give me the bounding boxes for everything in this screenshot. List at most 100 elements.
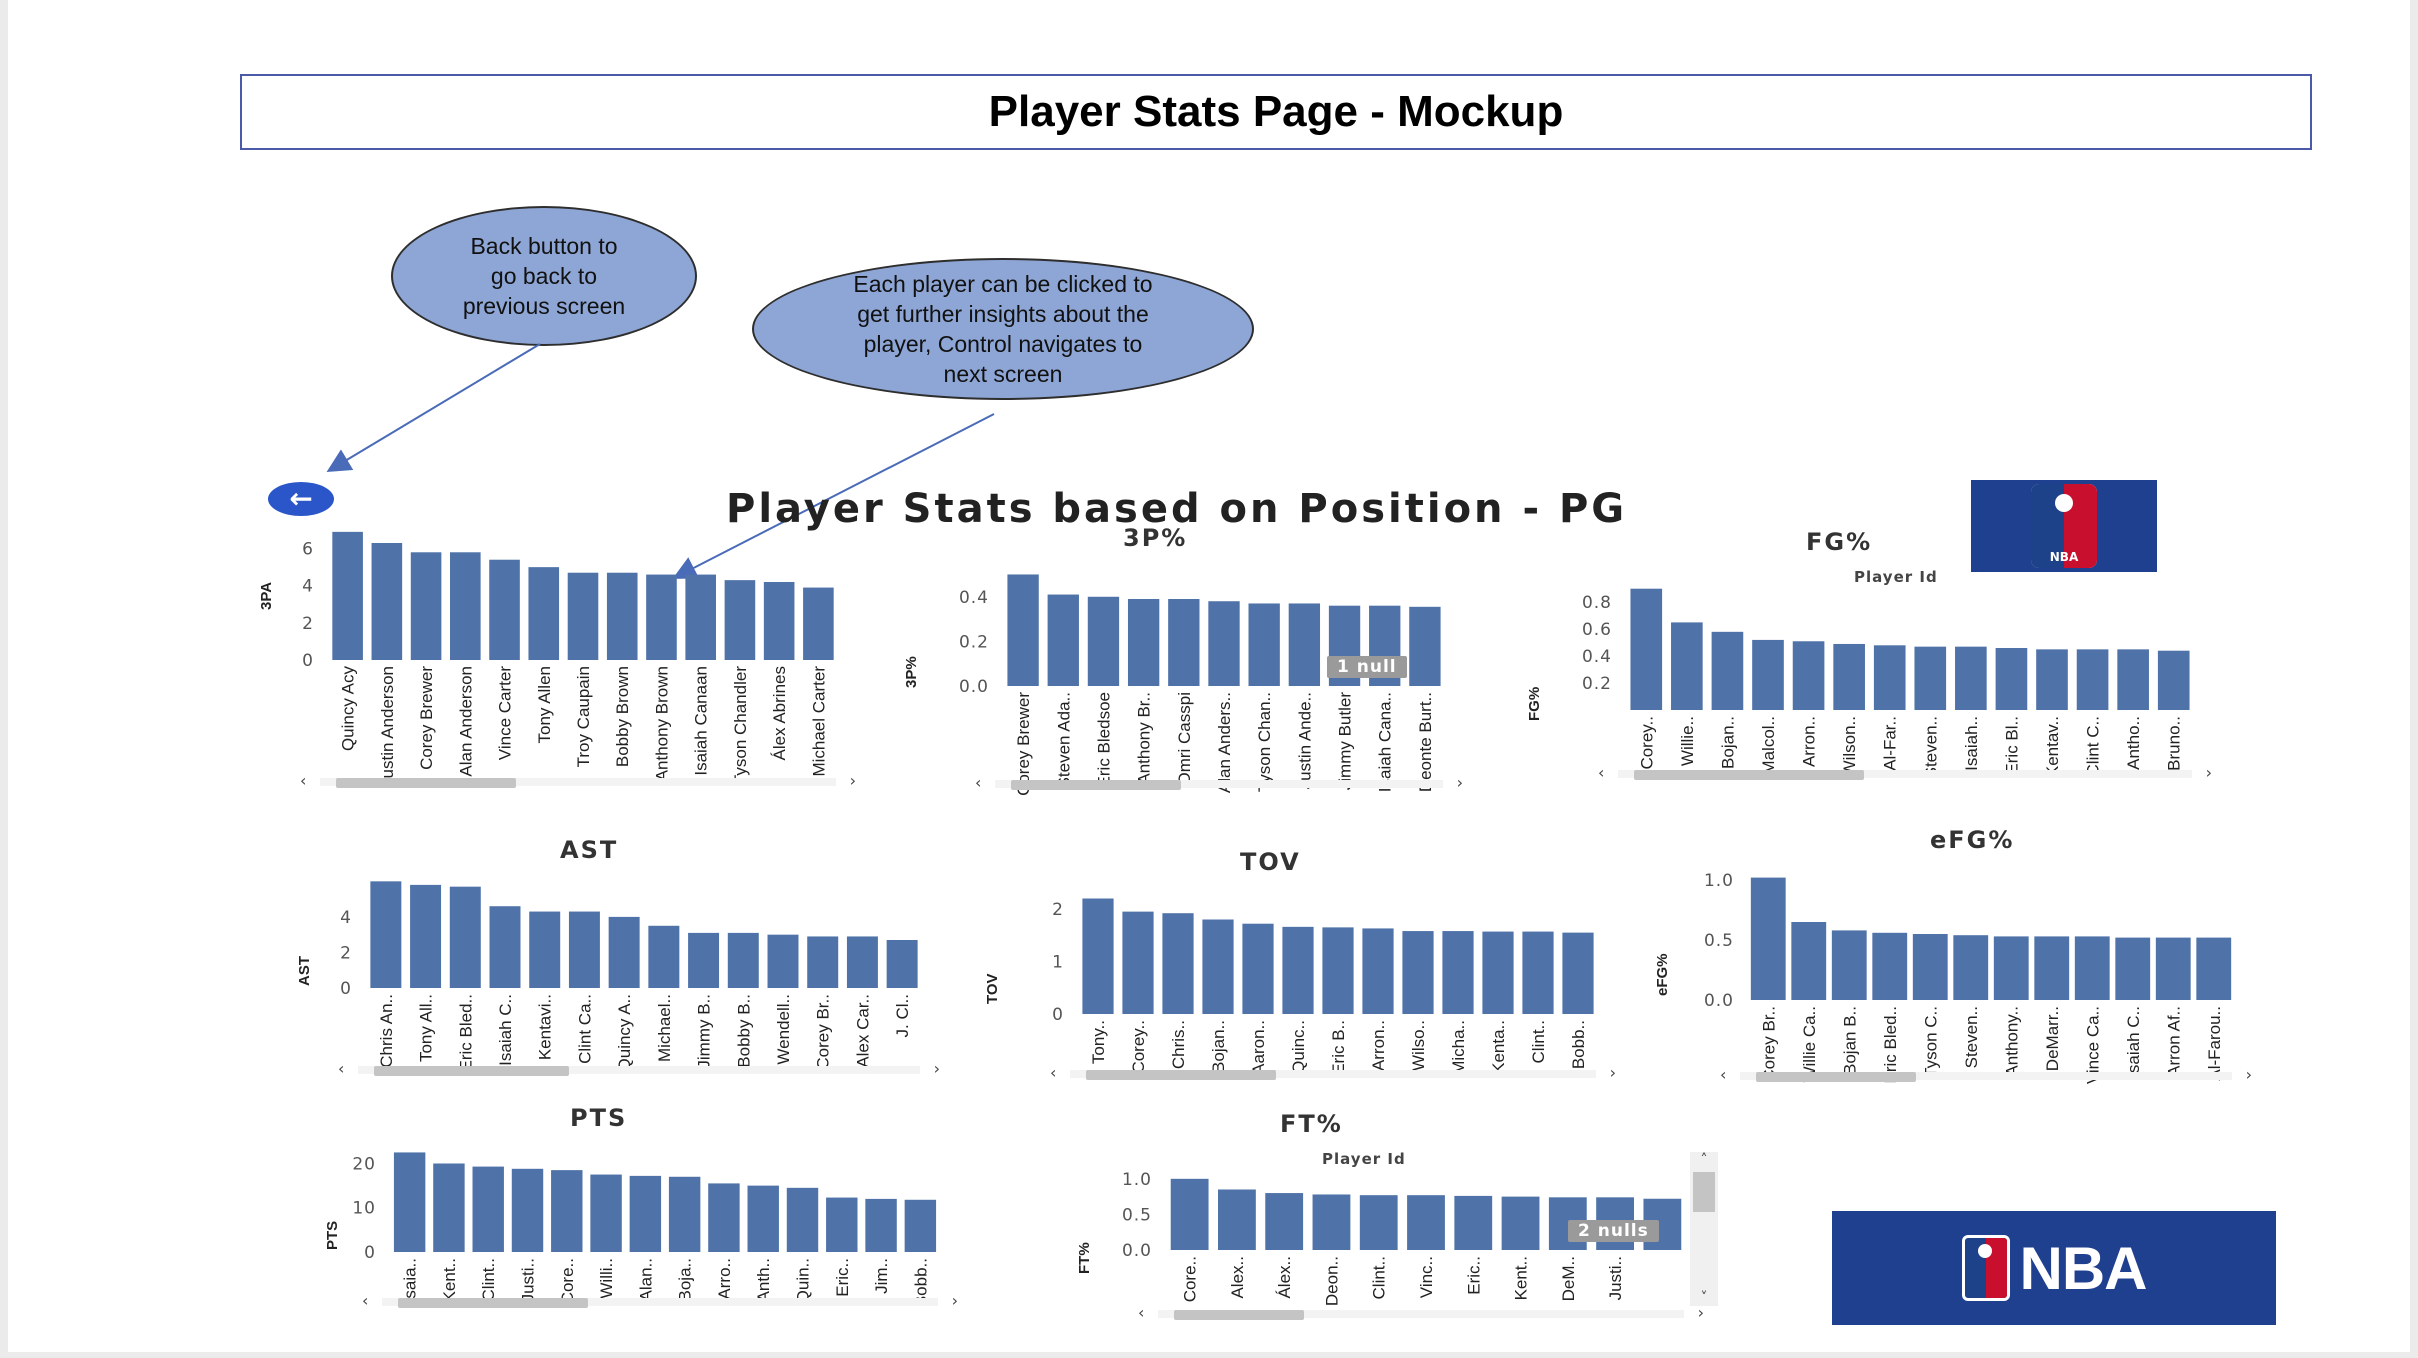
horizontal-scrollbar[interactable]: ‹ ›	[1596, 764, 2214, 782]
category-label[interactable]: Isaiah..	[1962, 716, 1981, 771]
bar[interactable]	[371, 543, 403, 660]
scrollbar-thumb[interactable]	[1693, 1172, 1715, 1212]
category-label[interactable]: Corey Brewer	[1014, 692, 1033, 796]
scroll-left-icon[interactable]: ‹	[338, 1059, 345, 1078]
bar[interactable]	[410, 552, 442, 660]
category-label[interactable]: Quincy Acy	[339, 666, 358, 752]
category-label[interactable]: Clint..	[1370, 1256, 1389, 1299]
category-label[interactable]: Alex Car..	[853, 994, 872, 1068]
category-label[interactable]: Corey..	[1637, 716, 1656, 770]
bar[interactable]	[2074, 936, 2110, 1000]
bar[interactable]	[1162, 913, 1194, 1014]
bar[interactable]	[1168, 599, 1200, 686]
bar[interactable]	[803, 587, 834, 660]
scrollbar-track[interactable]	[1070, 1070, 1596, 1078]
category-label[interactable]: Wendell..	[774, 994, 793, 1065]
category-label[interactable]: Bobb..	[1569, 1020, 1588, 1069]
scrollbar-track[interactable]	[1618, 770, 2192, 778]
bar[interactable]	[1671, 622, 1703, 710]
category-label[interactable]: Eric Bled..	[1881, 1006, 1900, 1083]
bar[interactable]	[1501, 1196, 1540, 1250]
bar[interactable]	[786, 1187, 819, 1252]
scroll-right-icon[interactable]: ›	[2245, 1065, 2252, 1084]
bar[interactable]	[724, 580, 756, 660]
bar[interactable]	[629, 1175, 662, 1252]
horizontal-scrollbar[interactable]: ‹ ›	[1136, 1304, 1706, 1322]
bar[interactable]	[1750, 877, 1786, 1000]
category-label[interactable]: Malcol..	[1759, 716, 1778, 775]
bar[interactable]	[1322, 927, 1354, 1014]
bar[interactable]	[646, 574, 677, 660]
category-label[interactable]: Kentav..	[2043, 716, 2062, 777]
category-label[interactable]: Bojan..	[1718, 716, 1737, 769]
category-label[interactable]: Clint..	[1529, 1020, 1548, 1063]
category-label[interactable]: Eric..	[1464, 1256, 1483, 1295]
bar[interactable]	[1630, 588, 1663, 710]
category-label[interactable]: Justi..	[1606, 1256, 1625, 1300]
category-label[interactable]: Anthony Br..	[1135, 692, 1154, 785]
category-label[interactable]: Justin Anderson	[378, 666, 397, 787]
category-label[interactable]: Deonte Burt..	[1416, 692, 1435, 792]
category-label[interactable]: Arron..	[1369, 1020, 1388, 1071]
bar[interactable]	[1912, 934, 1948, 1000]
scroll-left-icon[interactable]: ‹	[975, 773, 982, 792]
bar[interactable]	[489, 559, 520, 660]
category-label[interactable]: Kenta..	[1489, 1020, 1508, 1074]
category-label[interactable]: Deon..	[1322, 1256, 1341, 1306]
category-label[interactable]: Core..	[1181, 1256, 1200, 1302]
bar[interactable]	[1955, 646, 1987, 710]
category-label[interactable]: Álex..	[1275, 1256, 1294, 1299]
category-label[interactable]: Anthony..	[2002, 1006, 2021, 1077]
bar[interactable]	[826, 1197, 858, 1252]
category-label[interactable]: Chris An..	[377, 994, 396, 1068]
category-label[interactable]: Aaron..	[1249, 1020, 1268, 1075]
horizontal-scrollbar[interactable]: ‹ ›	[1718, 1066, 2254, 1084]
bar[interactable]	[1953, 935, 1989, 1000]
bar[interactable]	[2076, 649, 2109, 710]
category-label[interactable]: Arro..	[715, 1258, 734, 1300]
bar[interactable]	[1242, 923, 1274, 1014]
scrollbar-thumb[interactable]	[1011, 780, 1181, 790]
category-label[interactable]: Kent..	[1512, 1256, 1531, 1300]
category-label[interactable]: Micha..	[1449, 1020, 1468, 1075]
vertical-scrollbar[interactable]: ˄ ˅	[1690, 1152, 1718, 1306]
scrollbar-thumb[interactable]	[336, 778, 516, 788]
bar[interactable]	[511, 1168, 544, 1252]
category-label[interactable]: Justi..	[519, 1258, 538, 1302]
scroll-left-icon[interactable]: ‹	[300, 771, 307, 790]
category-label[interactable]: Justin Ande..	[1295, 692, 1314, 789]
scroll-right-icon[interactable]: ›	[1609, 1063, 1616, 1082]
category-label[interactable]: Bruno..	[2165, 716, 2184, 771]
category-label[interactable]: Alan..	[636, 1258, 655, 1301]
scroll-left-icon[interactable]: ‹	[1720, 1065, 1727, 1084]
category-label[interactable]: Al-Farou..	[2205, 1006, 2224, 1081]
category-label[interactable]: Jim..	[872, 1258, 891, 1294]
category-label[interactable]: Alan Anderson	[456, 666, 475, 777]
scrollbar-thumb[interactable]	[1756, 1072, 1916, 1082]
bar[interactable]	[648, 925, 680, 988]
category-label[interactable]: Bojan..	[1209, 1020, 1228, 1073]
category-label[interactable]: Anthony Brown	[652, 666, 671, 781]
scroll-down-icon[interactable]: ˅	[1700, 1290, 1708, 1306]
category-label[interactable]: Michael..	[655, 994, 674, 1062]
category-label[interactable]: DeMarr..	[2043, 1006, 2062, 1071]
bar[interactable]	[529, 911, 561, 988]
bar[interactable]	[1711, 631, 1744, 710]
scroll-right-icon[interactable]: ›	[1697, 1303, 1704, 1322]
bar[interactable]	[708, 1183, 740, 1252]
category-label[interactable]: Omri Casspi	[1175, 692, 1194, 786]
category-label[interactable]: Álex Abrines	[770, 666, 789, 761]
scroll-right-icon[interactable]: ›	[951, 1291, 958, 1310]
category-label[interactable]: Clint..	[479, 1258, 498, 1301]
bar[interactable]	[2157, 650, 2190, 710]
bar[interactable]	[606, 572, 638, 660]
category-label[interactable]: Willie..	[1678, 716, 1697, 766]
bar[interactable]	[370, 881, 402, 988]
scroll-right-icon[interactable]: ›	[2205, 763, 2212, 782]
scroll-right-icon[interactable]: ›	[933, 1059, 940, 1078]
bar[interactable]	[886, 940, 918, 988]
category-label[interactable]: Clint C..	[2084, 716, 2103, 776]
scroll-left-icon[interactable]: ‹	[1598, 763, 1605, 782]
category-label[interactable]: Eric..	[833, 1258, 852, 1297]
category-label[interactable]: Isaia..	[401, 1258, 420, 1303]
